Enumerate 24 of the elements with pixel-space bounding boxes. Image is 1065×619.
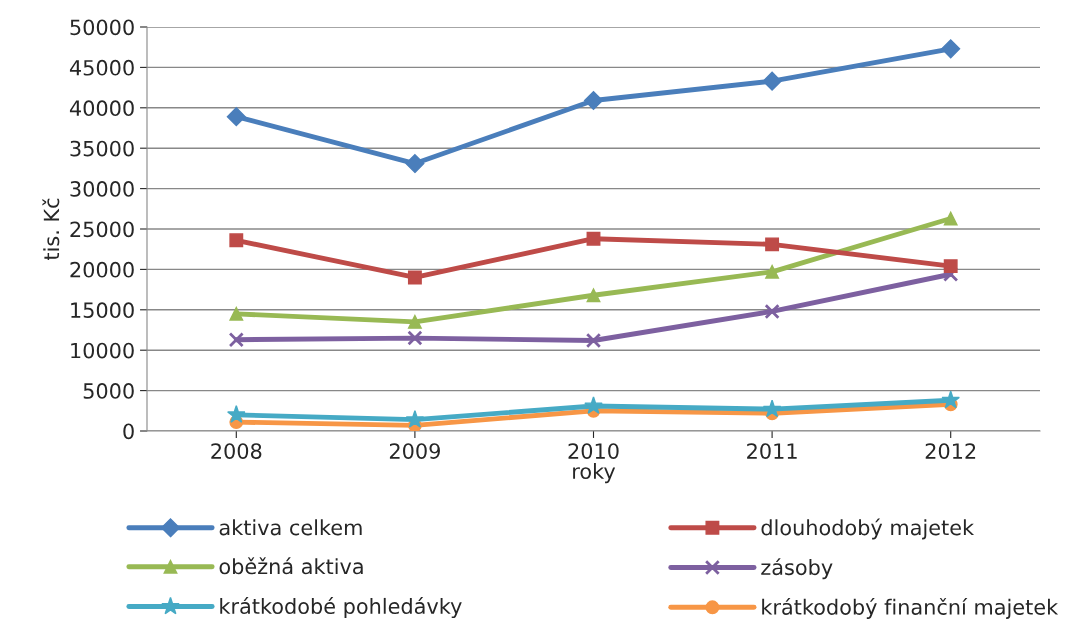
- legend-label: krátkodobé pohledávky: [220, 597, 462, 619]
- legend-label: oběžná aktiva: [219, 557, 363, 575]
- x-tick-label: 2011: [747, 443, 797, 459]
- x-tick-label: 2012: [925, 443, 976, 459]
- x-tick-label: 2010: [568, 443, 619, 459]
- y-tick-label: 15000: [71, 302, 134, 319]
- y-tick-label: 10000: [71, 342, 134, 359]
- y-axis-title: tis. Kč: [42, 198, 60, 261]
- y-tick-label: 50000: [70, 19, 134, 36]
- y-tick-label: 40000: [69, 100, 134, 117]
- y-tick-label: 5000: [83, 383, 134, 399]
- legend-label: dlouhodobý majetek: [761, 518, 975, 540]
- legend-label: krátkodobý finanční majetek: [762, 597, 1059, 619]
- legend-label: aktiva celkem: [219, 519, 362, 536]
- y-tick-label: 45000: [69, 59, 134, 76]
- y-tick-label: 20000: [70, 261, 134, 278]
- y-tick-label: 35000: [70, 140, 134, 157]
- x-tick-label: 2008: [211, 443, 262, 459]
- x-axis-title: roky: [573, 462, 616, 484]
- x-tick-label: 2009: [389, 443, 440, 459]
- legend-label: zásoby: [761, 558, 833, 580]
- y-tick-label: 30000: [70, 181, 134, 197]
- y-tick-label: 25000: [70, 221, 134, 238]
- y-tick-label: 0: [123, 423, 134, 440]
